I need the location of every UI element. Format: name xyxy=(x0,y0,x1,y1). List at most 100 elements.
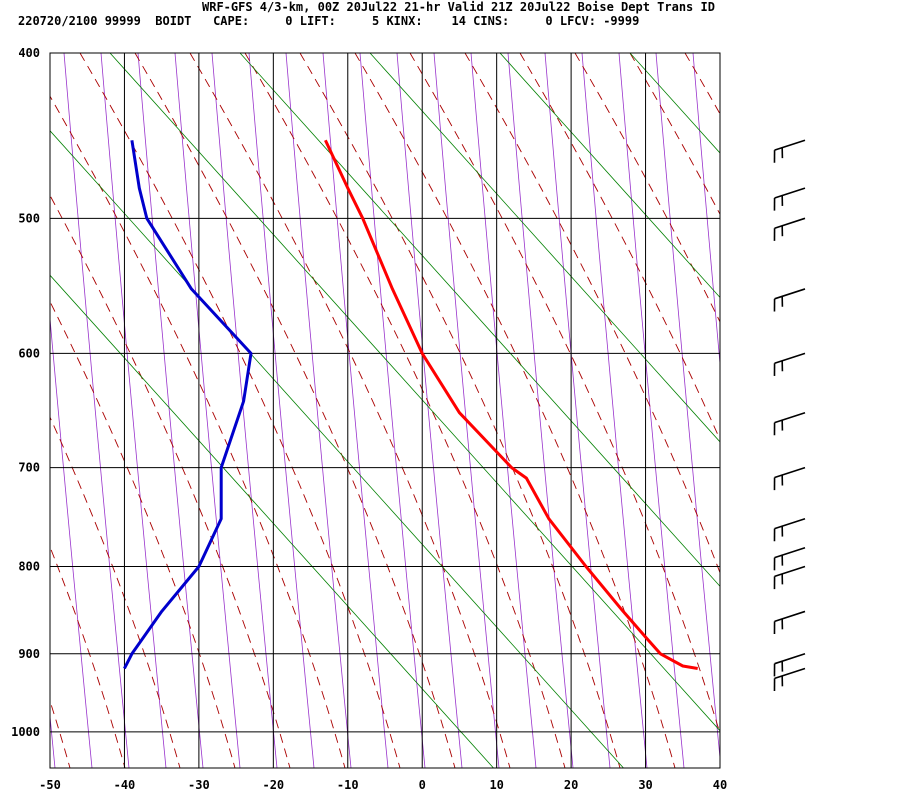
dry-adiabat-line xyxy=(50,130,624,768)
pressure-tick-label: 500 xyxy=(18,211,40,225)
pressure-tick-label: 800 xyxy=(18,560,40,574)
sounding-indices: 220720/2100 99999 BOIDT CAPE: 0 LIFT: 5 … xyxy=(18,14,640,28)
pressure-tick-label: 600 xyxy=(18,346,40,360)
mixing-ratio-line xyxy=(581,53,648,768)
mixing-ratio-line xyxy=(655,53,720,762)
wind-barb xyxy=(773,653,806,677)
mixing-ratio-line xyxy=(285,53,352,768)
wind-barb xyxy=(773,411,806,436)
wind-barb xyxy=(773,217,806,241)
wind-barb xyxy=(773,288,806,312)
pressure-tick-labels: 400 500 600 700 800 900 1000 xyxy=(11,46,40,739)
temperature-tick-label: -30 xyxy=(188,778,210,792)
dry-adiabat-line xyxy=(50,274,494,768)
temperature-tick-label: -10 xyxy=(337,778,359,792)
wind-barb-flag xyxy=(781,475,784,486)
wind-barb-flag xyxy=(781,360,784,372)
moist-adiabat-line xyxy=(244,53,566,768)
moist-adiabat-line xyxy=(299,53,621,768)
mixing-ratio-line xyxy=(507,53,574,768)
temperature-tick-label: 20 xyxy=(564,778,578,792)
moist-adiabat-line xyxy=(79,53,401,768)
pressure-tick-label: 400 xyxy=(18,46,40,60)
wind-barb xyxy=(773,517,806,542)
moist-adiabat-line xyxy=(574,53,720,323)
wind-barb xyxy=(773,667,806,692)
dry-adiabat-line xyxy=(369,53,720,443)
wind-barb-flag xyxy=(773,150,776,163)
moist-adiabat-line xyxy=(134,53,456,768)
moist-adiabat-line xyxy=(50,416,181,768)
pressure-tick-label: 900 xyxy=(18,647,40,661)
wind-barb-flag xyxy=(773,477,776,491)
dry-adiabat-line xyxy=(239,53,720,587)
wind-barb-shaft xyxy=(774,517,806,530)
mixing-ratio-line xyxy=(248,53,315,768)
temperature-tick-label: -50 xyxy=(39,778,61,792)
plot-frame xyxy=(49,52,721,769)
dry-adiabat-lines xyxy=(50,53,720,768)
wind-barb-shaft xyxy=(774,139,806,151)
wind-barb-flag xyxy=(773,576,776,590)
wind-barb-shaft xyxy=(774,217,806,229)
temperature-tick-label: 0 xyxy=(419,778,426,792)
dry-adiabat-line xyxy=(109,53,720,732)
wind-barb-flag xyxy=(781,296,784,307)
mixing-ratio-line xyxy=(211,53,278,768)
moist-adiabat-line xyxy=(354,53,676,768)
temperature-tick-label: -20 xyxy=(262,778,284,792)
wind-barb-flag xyxy=(781,675,784,687)
temperature-profile-line xyxy=(324,139,698,670)
moist-adiabat-line xyxy=(629,53,720,216)
mixing-ratio-line xyxy=(322,53,389,768)
wind-barb-flag xyxy=(773,422,776,436)
mixing-ratio-line xyxy=(692,53,720,368)
moist-adiabat-line xyxy=(50,194,291,768)
wind-barb-shaft xyxy=(774,667,806,680)
moist-adiabat-line xyxy=(50,300,236,768)
wind-barb-shaft xyxy=(774,610,806,623)
wind-barb-shaft xyxy=(774,187,806,199)
mixing-ratio-line xyxy=(137,53,204,768)
moist-adiabat-line xyxy=(464,53,720,575)
mixing-ratio-line xyxy=(100,53,167,768)
wind-barb-flag xyxy=(781,573,784,585)
mixing-ratio-line xyxy=(544,53,611,768)
temperature-tick-label: 40 xyxy=(713,778,727,792)
mixing-ratio-line xyxy=(63,53,130,768)
wind-barb-flag xyxy=(781,661,784,672)
wind-barb-shaft xyxy=(774,653,806,665)
gridlines xyxy=(49,52,721,768)
mixing-ratio-line xyxy=(470,53,537,768)
dry-adiabat-line xyxy=(499,53,720,299)
wind-barbs xyxy=(773,139,806,692)
mixing-ratio-lines xyxy=(50,53,720,768)
moist-adiabat-line xyxy=(519,53,720,441)
wind-barb-flag xyxy=(773,663,776,677)
wind-barb-shaft xyxy=(774,466,806,479)
wind-barb-shaft xyxy=(774,288,806,300)
wind-barb-flag xyxy=(773,557,776,571)
wind-barb-flag xyxy=(781,526,784,537)
wind-barb-flag xyxy=(773,228,776,241)
wind-barb-flag xyxy=(773,363,776,376)
wind-barb-flag xyxy=(773,678,776,692)
temperature-tick-label: -40 xyxy=(114,778,136,792)
wind-barb xyxy=(773,187,806,211)
mixing-ratio-line xyxy=(396,53,463,768)
moist-adiabat-line xyxy=(409,53,720,736)
chart-header: WRF-GFS 4/3-km, 00Z 20Jul22 21-hr Valid … xyxy=(0,0,900,40)
moist-adiabat-line xyxy=(0,53,15,768)
wind-barb-shaft xyxy=(774,565,806,578)
moist-adiabat-line xyxy=(740,53,900,768)
wind-barb-flag xyxy=(773,621,776,634)
moist-adiabat-line xyxy=(684,53,720,115)
wind-barb xyxy=(773,139,806,163)
wind-barb-shaft xyxy=(774,352,806,365)
profile-lines xyxy=(123,139,698,670)
wind-barb-flag xyxy=(781,618,784,630)
pressure-tick-label: 700 xyxy=(18,461,40,475)
wind-barb xyxy=(773,610,806,634)
wind-barb-flag xyxy=(781,225,784,237)
